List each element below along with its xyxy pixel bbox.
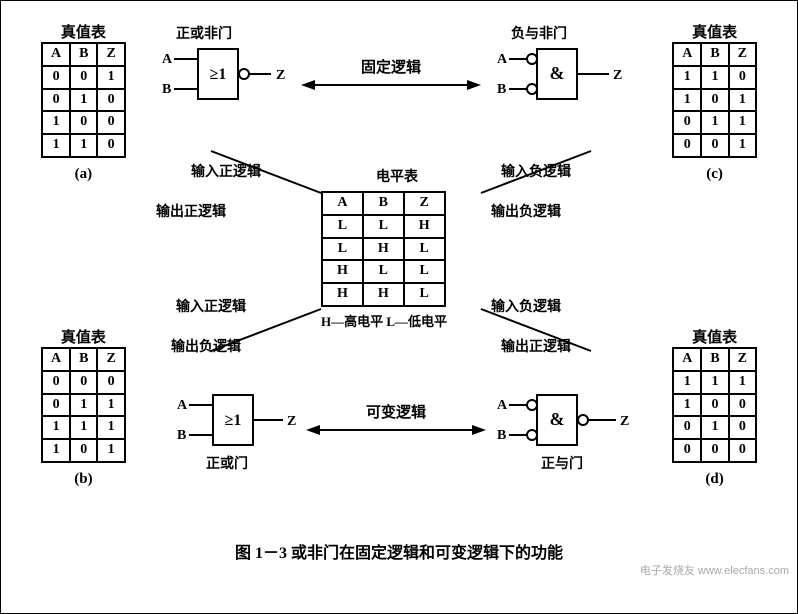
gate-and-out: Z bbox=[620, 414, 629, 429]
table-row: 001 bbox=[42, 66, 125, 89]
table-row: ABZ bbox=[42, 348, 125, 371]
table-c-block: 真值表 ABZ 110 101 011 001 (c) bbox=[672, 21, 757, 183]
table-b-caption: (b) bbox=[41, 471, 126, 488]
gate-nand-out: Z bbox=[613, 68, 622, 83]
gate-nor-title: 正或非门 bbox=[176, 23, 232, 43]
figure-caption: 图 1－3 或非门在固定逻辑和可变逻辑下的功能 bbox=[1, 539, 797, 563]
gate-and-title: 正与门 bbox=[541, 453, 583, 473]
out-neg-label-bl: 输出负逻辑 bbox=[171, 336, 241, 356]
gate-nand-in-b: B bbox=[497, 82, 506, 97]
gate-and-in-b: B bbox=[497, 428, 506, 443]
gate-and-icon: A B & Z bbox=[491, 391, 641, 451]
watermark-text: 电子发烧友 www.elecfans.com bbox=[640, 562, 789, 578]
table-row: ABZ bbox=[673, 43, 756, 66]
table-row: 101 bbox=[673, 89, 756, 112]
fixed-logic-label: 固定逻辑 bbox=[301, 56, 481, 77]
gate-nand-in-a: A bbox=[497, 52, 508, 67]
table-row: 111 bbox=[42, 416, 125, 439]
truth-table-a: ABZ 001 010 100 110 bbox=[41, 42, 126, 158]
in-neg-label-br: 输入负逻辑 bbox=[491, 296, 561, 316]
gate-nand-title: 负与非门 bbox=[511, 23, 567, 43]
gate-nand-symbol: & bbox=[550, 63, 565, 83]
double-arrow-icon bbox=[306, 422, 486, 438]
out-pos-label-tl: 输出正逻辑 bbox=[156, 201, 226, 221]
gate-nand-icon: A B & Z bbox=[491, 45, 631, 105]
variable-logic-label: 可变逻辑 bbox=[306, 401, 486, 422]
table-d-title: 真值表 bbox=[672, 326, 757, 347]
table-row: 001 bbox=[673, 134, 756, 157]
table-c-title: 真值表 bbox=[672, 21, 757, 42]
table-c-caption: (c) bbox=[672, 166, 757, 183]
gate-or-title: 正或门 bbox=[206, 453, 248, 473]
gate-or-out: Z bbox=[287, 414, 296, 429]
out-neg-label-tr: 输出负逻辑 bbox=[491, 201, 561, 221]
bubble-out-icon bbox=[239, 69, 249, 79]
table-a-block: 真值表 ABZ 001 010 100 110 (a) bbox=[41, 21, 126, 183]
gate-nor-in-a: A bbox=[162, 52, 173, 67]
gate-nor-in-b: B bbox=[162, 82, 171, 97]
table-row: 000 bbox=[673, 439, 756, 462]
gate-and-symbol: & bbox=[550, 409, 565, 429]
gate-nor-symbol: ≥1 bbox=[210, 66, 227, 83]
gate-or-symbol: ≥1 bbox=[225, 412, 242, 429]
truth-table-c: ABZ 110 101 011 001 bbox=[672, 42, 757, 158]
bubble-in-icon bbox=[527, 54, 537, 64]
table-row: 110 bbox=[673, 66, 756, 89]
gate-or-in-a: A bbox=[177, 398, 188, 413]
bubble-out-icon bbox=[578, 415, 588, 425]
truth-table-d: ABZ 111 100 010 000 bbox=[672, 347, 757, 463]
figure-container: 真值表 ABZ 001 010 100 110 (a) 真值表 ABZ 110 … bbox=[0, 0, 798, 614]
table-b-block: 真值表 ABZ 000 011 111 101 (b) bbox=[41, 326, 126, 488]
gate-nor-icon: A B ≥1 Z bbox=[156, 45, 286, 105]
table-d-block: 真值表 ABZ 111 100 010 000 (d) bbox=[672, 326, 757, 488]
table-a-title: 真值表 bbox=[41, 21, 126, 42]
gate-and-in-a: A bbox=[497, 398, 508, 413]
table-row: 011 bbox=[42, 394, 125, 417]
bubble-in-icon bbox=[527, 430, 537, 440]
table-d-caption: (d) bbox=[672, 471, 757, 488]
gate-nor-out: Z bbox=[276, 68, 285, 83]
table-row: 100 bbox=[673, 394, 756, 417]
table-row: 101 bbox=[42, 439, 125, 462]
table-row: 000 bbox=[42, 371, 125, 394]
table-b-title: 真值表 bbox=[41, 326, 126, 347]
in-pos-label-tl: 输入正逻辑 bbox=[191, 161, 261, 181]
table-row: ABZ bbox=[673, 348, 756, 371]
table-row: 010 bbox=[673, 416, 756, 439]
double-arrow-icon bbox=[301, 77, 481, 93]
table-row: 110 bbox=[42, 134, 125, 157]
in-neg-label-tr: 输入负逻辑 bbox=[501, 161, 571, 181]
table-row: 011 bbox=[673, 111, 756, 134]
out-pos-label-br: 输出正逻辑 bbox=[501, 336, 571, 356]
table-row: 100 bbox=[42, 111, 125, 134]
bubble-in-icon bbox=[527, 84, 537, 94]
truth-table-b: ABZ 000 011 111 101 bbox=[41, 347, 126, 463]
gate-or-in-b: B bbox=[177, 428, 186, 443]
table-row: 010 bbox=[42, 89, 125, 112]
gate-or-icon: A B ≥1 Z bbox=[171, 391, 301, 451]
table-row: 111 bbox=[673, 371, 756, 394]
table-a-caption: (a) bbox=[41, 166, 126, 183]
in-pos-label-bl: 输入正逻辑 bbox=[176, 296, 246, 316]
bubble-in-icon bbox=[527, 400, 537, 410]
table-row: ABZ bbox=[42, 43, 125, 66]
